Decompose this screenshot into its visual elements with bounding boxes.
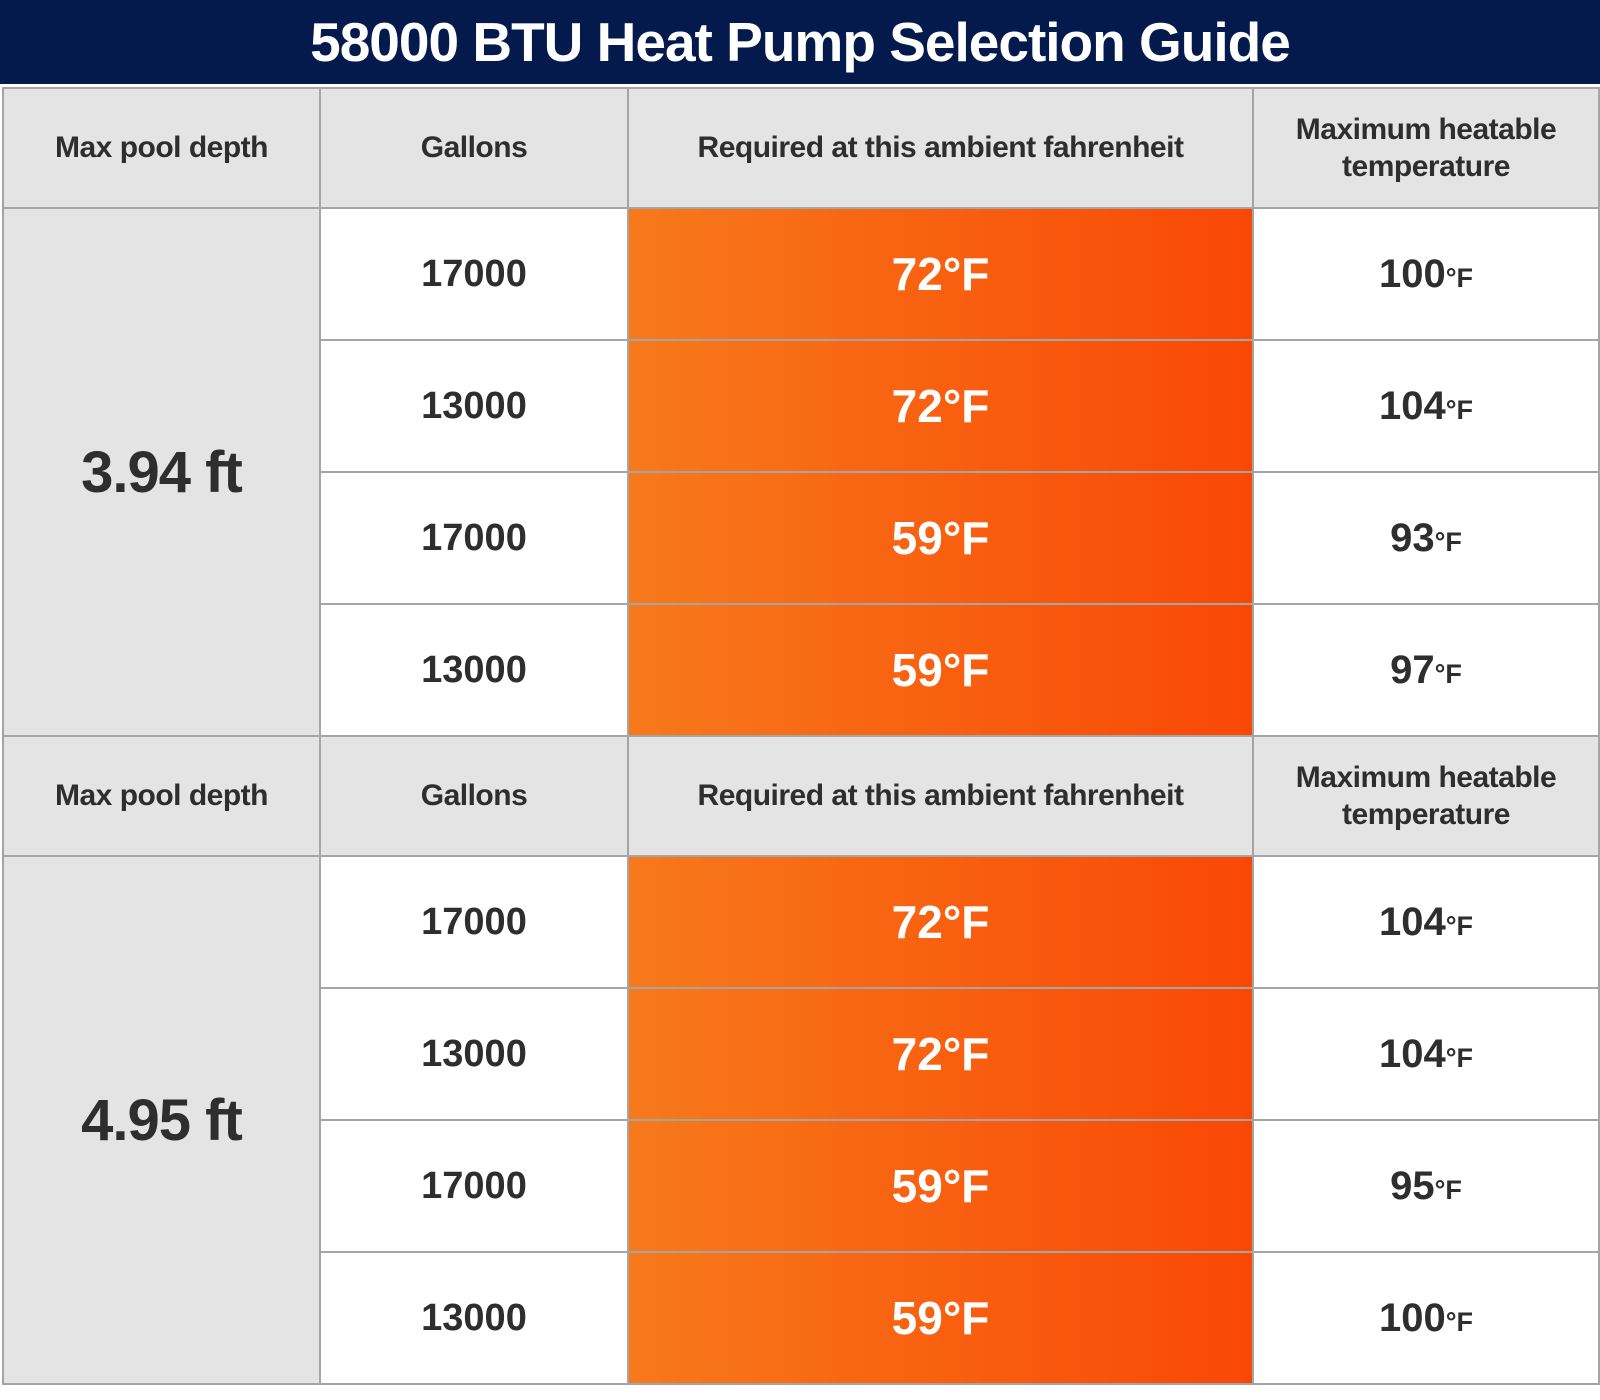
- column-header-ambient: Required at this ambient fahrenheit: [627, 735, 1254, 857]
- depth-cell: 3.94 ft: [2, 207, 321, 737]
- gallons-cell: 13000: [319, 339, 629, 473]
- max-temp-value: 93: [1390, 515, 1435, 560]
- gallons-cell: 13000: [319, 1251, 629, 1385]
- max-temp-value: 104: [1378, 899, 1446, 944]
- max-temp-cell: 97°F: [1252, 603, 1600, 737]
- column-header-max-temp: Maximum heatable temperature: [1252, 735, 1600, 857]
- heat-pump-selection-table: Max pool depth Gallons Required at this …: [2, 87, 1600, 1385]
- gallons-cell: 17000: [319, 471, 629, 605]
- ambient-temp-cell: 72°F: [627, 339, 1254, 473]
- ambient-temp-cell: 59°F: [627, 1119, 1254, 1253]
- ambient-temp-cell: 72°F: [627, 207, 1254, 341]
- degree-unit-label: °F: [1434, 526, 1462, 557]
- gallons-cell: 17000: [319, 855, 629, 989]
- table-row: 13000 72°F 104°F: [3, 339, 1600, 473]
- max-temp-cell: 95°F: [1252, 1119, 1600, 1253]
- table-row: 13000 59°F 97°F: [3, 603, 1600, 737]
- degree-unit-label: °F: [1445, 394, 1474, 425]
- degree-unit-label: °F: [1445, 1306, 1474, 1337]
- depth-cell: 4.95 ft: [2, 855, 321, 1385]
- ambient-temp-cell: 72°F: [627, 987, 1254, 1121]
- gallons-cell: 13000: [319, 987, 629, 1121]
- table-row: 13000 72°F 104°F: [3, 987, 1600, 1121]
- ambient-temp-cell: 59°F: [627, 1251, 1254, 1385]
- gallons-cell: 17000: [319, 207, 629, 341]
- max-temp-value: 97: [1390, 647, 1435, 692]
- column-header-depth: Max pool depth: [2, 87, 321, 209]
- table-row: 13000 59°F 100°F: [3, 1251, 1600, 1385]
- max-temp-value: 95: [1390, 1163, 1435, 1208]
- degree-unit-label: °F: [1445, 910, 1474, 941]
- max-temp-cell: 93°F: [1252, 471, 1600, 605]
- max-temp-value: 104: [1378, 1031, 1446, 1076]
- max-temp-cell: 104°F: [1252, 987, 1600, 1121]
- column-header-max-temp: Maximum heatable temperature: [1252, 87, 1600, 209]
- max-temp-value: 104: [1378, 383, 1446, 428]
- column-header-gallons: Gallons: [319, 735, 629, 857]
- gallons-cell: 17000: [319, 1119, 629, 1253]
- table-row: 17000 59°F 95°F: [3, 1119, 1600, 1253]
- degree-unit-label: °F: [1434, 658, 1462, 689]
- header-row-2: Max pool depth Gallons Required at this …: [2, 735, 1600, 857]
- ambient-temp-cell: 72°F: [627, 855, 1254, 989]
- max-temp-cell: 104°F: [1252, 339, 1600, 473]
- max-temp-value: 100: [1378, 1295, 1446, 1340]
- column-header-gallons: Gallons: [319, 87, 629, 209]
- ambient-temp-cell: 59°F: [627, 603, 1254, 737]
- degree-unit-label: °F: [1445, 1042, 1474, 1073]
- column-header-depth: Max pool depth: [2, 735, 321, 857]
- max-temp-value: 100: [1378, 251, 1446, 296]
- table-row: 3.94 ft 17000 72°F 100°F: [2, 207, 1600, 737]
- gallons-cell: 13000: [319, 603, 629, 737]
- degree-unit-label: °F: [1434, 1174, 1462, 1205]
- max-temp-cell: 104°F: [1252, 855, 1600, 989]
- max-temp-cell: 100°F: [1252, 1251, 1600, 1385]
- max-temp-cell: 100°F: [1252, 207, 1600, 341]
- header-row-1: Max pool depth Gallons Required at this …: [2, 87, 1600, 209]
- table-row: 17000 59°F 93°F: [3, 471, 1600, 605]
- page-title: 58000 BTU Heat Pump Selection Guide: [0, 0, 1600, 84]
- column-header-ambient: Required at this ambient fahrenheit: [627, 87, 1254, 209]
- degree-unit-label: °F: [1445, 262, 1474, 293]
- table-row: 4.95 ft 17000 72°F 104°F: [2, 855, 1600, 1385]
- ambient-temp-cell: 59°F: [627, 471, 1254, 605]
